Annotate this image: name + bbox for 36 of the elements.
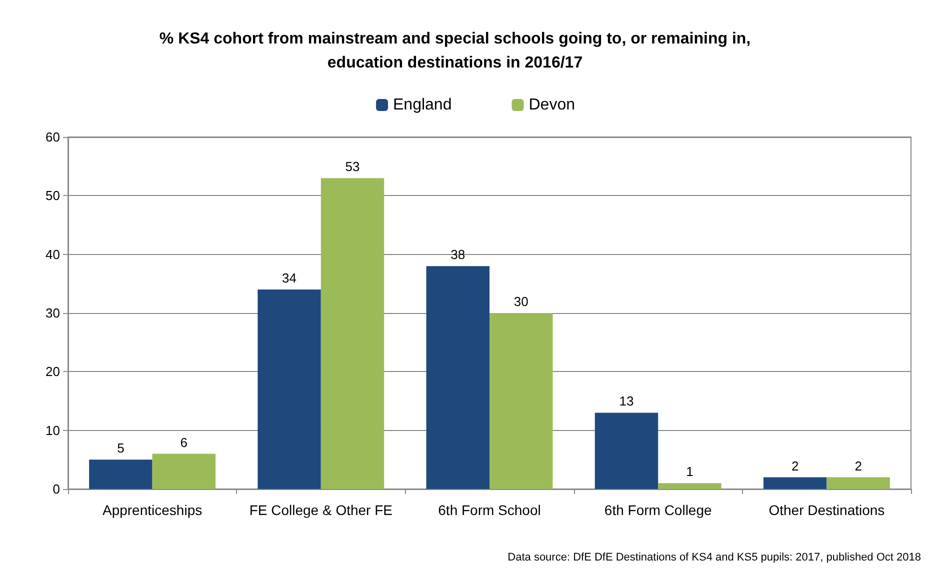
- bar: [258, 290, 321, 489]
- y-tick-label: 50: [46, 188, 60, 204]
- data-label: 30: [514, 294, 528, 309]
- y-tick-label: 40: [46, 246, 60, 262]
- bar: [426, 266, 490, 489]
- data-label: 5: [117, 440, 124, 456]
- bar: [89, 460, 152, 489]
- bar: [826, 477, 890, 489]
- chart-title: % KS4 cohort from mainstream and special schools going to, or remaining in, education destinations in 2016/17: [159, 30, 751, 72]
- y-tick-label: 10: [46, 422, 60, 438]
- data-label: 13: [619, 394, 634, 409]
- bar: [594, 412, 658, 489]
- y-tick-label: 0: [52, 482, 60, 496]
- x-tick-label: Apprenticeships: [102, 502, 202, 518]
- data-label: 38: [450, 247, 466, 262]
- x-tick-label: 6th Form College: [604, 502, 712, 518]
- bar: [490, 313, 553, 489]
- bar: [763, 477, 827, 489]
- legend-label: England: [393, 96, 452, 114]
- x-tick-label: FE College & Other FE: [249, 502, 392, 518]
- source-note: Data source: DfE DfE Destinations of KS4 and KS5 pupils: 2017, published Oct 2018: [508, 552, 922, 564]
- data-label: 6: [180, 434, 188, 450]
- y-tick-label: 30: [46, 306, 60, 320]
- bar: [152, 454, 216, 489]
- data-label: 1: [686, 464, 694, 480]
- x-tick-label: Other Destinations: [768, 502, 885, 518]
- data-label: 2: [854, 458, 862, 474]
- bar: [320, 178, 384, 489]
- bar: [658, 483, 722, 489]
- legend-label: Devon: [528, 96, 575, 114]
- y-tick-label: 20: [46, 364, 60, 380]
- data-label: 2: [791, 458, 799, 474]
- data-label: 53: [345, 159, 360, 174]
- x-tick-label: 6th Form School: [438, 502, 541, 518]
- y-tick-label: 60: [46, 130, 60, 144]
- data-label: 34: [282, 270, 297, 286]
